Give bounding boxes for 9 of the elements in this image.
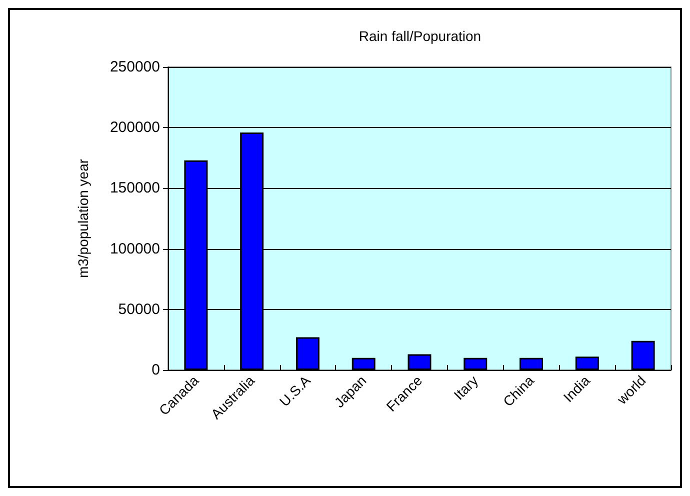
y-tick-label: 100000 bbox=[110, 240, 160, 258]
y-tick-label: 150000 bbox=[110, 180, 160, 197]
x-tick-label: Itary bbox=[450, 372, 482, 403]
y-tick-label: 200000 bbox=[110, 119, 160, 136]
y-tick-label: 250000 bbox=[110, 58, 160, 76]
y-axis-title: m3/population year bbox=[75, 158, 91, 278]
chart-title: Rain fall/Popuration bbox=[358, 28, 482, 44]
y-tick-label: 0 bbox=[152, 362, 160, 378]
y-tick-label: 50000 bbox=[118, 300, 160, 318]
